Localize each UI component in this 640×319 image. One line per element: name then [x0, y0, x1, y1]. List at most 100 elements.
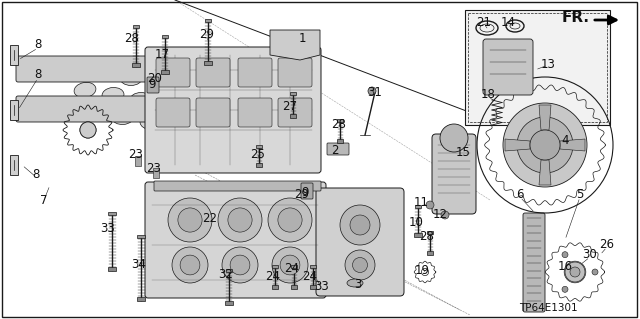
FancyBboxPatch shape — [16, 96, 150, 122]
Bar — [205, 19, 211, 22]
FancyBboxPatch shape — [523, 213, 545, 312]
Text: 28: 28 — [420, 231, 435, 243]
Bar — [137, 297, 145, 301]
Text: 7: 7 — [40, 194, 48, 206]
Bar — [415, 205, 421, 208]
Text: 28: 28 — [332, 118, 346, 131]
FancyBboxPatch shape — [196, 98, 230, 127]
Bar — [291, 265, 297, 268]
Circle shape — [180, 255, 200, 275]
Circle shape — [340, 205, 380, 245]
Bar — [132, 63, 140, 67]
FancyBboxPatch shape — [16, 56, 150, 82]
Circle shape — [353, 257, 367, 272]
Circle shape — [278, 208, 302, 232]
Bar — [290, 114, 296, 118]
Text: 21: 21 — [477, 16, 492, 28]
Text: 18: 18 — [481, 88, 495, 101]
FancyBboxPatch shape — [156, 58, 190, 87]
Text: 26: 26 — [600, 239, 614, 251]
Circle shape — [228, 208, 252, 232]
Text: 33: 33 — [100, 221, 115, 234]
FancyBboxPatch shape — [278, 98, 312, 127]
Text: 14: 14 — [500, 16, 515, 28]
Bar — [272, 285, 278, 289]
Circle shape — [230, 255, 250, 275]
Text: 1: 1 — [298, 32, 306, 44]
Text: 8: 8 — [35, 69, 42, 81]
Polygon shape — [505, 139, 530, 151]
Bar — [137, 235, 145, 238]
Text: 23: 23 — [147, 161, 161, 174]
Circle shape — [80, 122, 96, 138]
Ellipse shape — [347, 279, 363, 287]
Polygon shape — [539, 160, 551, 185]
Text: 29: 29 — [200, 27, 214, 41]
Circle shape — [178, 208, 202, 232]
Circle shape — [280, 255, 300, 275]
Text: TP64E1301: TP64E1301 — [518, 303, 577, 313]
Circle shape — [368, 87, 376, 95]
Bar — [135, 156, 141, 166]
Circle shape — [272, 247, 308, 283]
Bar — [291, 92, 296, 95]
Text: 2: 2 — [332, 144, 339, 157]
Polygon shape — [560, 139, 585, 151]
Text: 9: 9 — [301, 186, 308, 198]
FancyBboxPatch shape — [145, 47, 321, 173]
Text: 33: 33 — [315, 280, 330, 293]
Bar — [256, 163, 262, 167]
Circle shape — [441, 211, 449, 219]
Circle shape — [562, 286, 568, 292]
Bar — [291, 285, 297, 289]
Bar — [427, 251, 433, 255]
Text: 13: 13 — [541, 58, 556, 71]
Bar — [468, 13, 607, 122]
Text: 29: 29 — [294, 189, 310, 202]
Bar — [310, 285, 316, 289]
FancyBboxPatch shape — [316, 188, 404, 296]
Circle shape — [172, 247, 208, 283]
Circle shape — [592, 269, 598, 275]
Bar — [415, 233, 422, 237]
FancyBboxPatch shape — [156, 98, 190, 127]
Text: 4: 4 — [561, 133, 569, 146]
Ellipse shape — [102, 87, 124, 102]
Text: 23: 23 — [129, 149, 143, 161]
Circle shape — [350, 215, 370, 235]
Text: 17: 17 — [154, 48, 170, 62]
Bar — [162, 35, 168, 38]
Bar — [310, 265, 316, 268]
Circle shape — [426, 201, 434, 209]
Bar — [465, 10, 610, 125]
Ellipse shape — [120, 70, 142, 85]
Bar — [161, 70, 168, 74]
FancyBboxPatch shape — [301, 183, 313, 199]
Bar — [337, 119, 343, 122]
Text: 9: 9 — [148, 78, 156, 92]
Bar — [153, 168, 159, 178]
Text: 24: 24 — [303, 270, 317, 283]
Bar — [226, 269, 232, 272]
Bar — [337, 139, 343, 143]
Text: 25: 25 — [251, 149, 266, 161]
Circle shape — [570, 267, 580, 277]
Polygon shape — [10, 45, 18, 65]
Circle shape — [218, 198, 262, 242]
Text: 3: 3 — [355, 278, 362, 292]
Ellipse shape — [74, 82, 96, 98]
Bar — [428, 231, 433, 234]
FancyBboxPatch shape — [145, 182, 326, 298]
Text: 30: 30 — [582, 249, 597, 262]
Circle shape — [268, 198, 312, 242]
Polygon shape — [10, 155, 18, 175]
Text: 34: 34 — [132, 258, 147, 271]
Text: 6: 6 — [516, 189, 524, 202]
Text: 24: 24 — [285, 262, 300, 275]
FancyBboxPatch shape — [154, 181, 321, 191]
Polygon shape — [539, 105, 551, 130]
FancyBboxPatch shape — [147, 77, 159, 93]
FancyBboxPatch shape — [196, 58, 230, 87]
Ellipse shape — [64, 60, 86, 76]
Circle shape — [517, 117, 573, 173]
